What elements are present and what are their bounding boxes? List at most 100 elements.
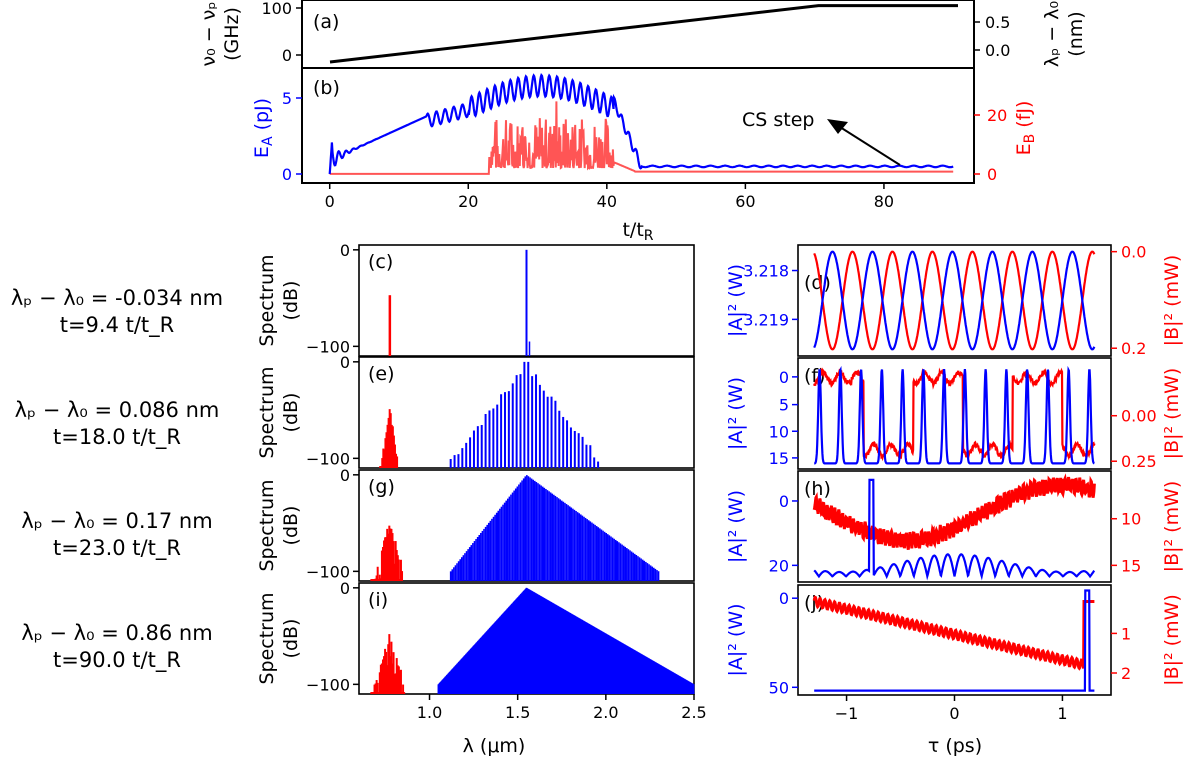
temporal-panel-label: (h)	[804, 478, 831, 500]
spectrum-ylabel-1: Spectrum	[256, 366, 278, 458]
b-series-EA	[328, 73, 954, 175]
cs-step-arrow	[839, 126, 901, 166]
spectrum-panel-1: (c) 0 −100 Spectrum (dB)	[256, 241, 695, 357]
temporal-series-B	[812, 595, 1095, 671]
row-label-4-line2: t=90.0 t/t_R	[53, 648, 181, 673]
row-labels: λₚ − λ₀ = -0.034 nm t=9.4 t/t_R λₚ − λ₀ …	[11, 286, 223, 673]
row-label-3-line2: t=23.0 t/t_R	[53, 536, 181, 561]
spectrum-panel-2: (e) 0 −100 Spectrum (dB)	[256, 353, 695, 469]
b-rlabel: EB (fJ)	[1013, 101, 1038, 156]
b-xtick-label: 80	[874, 192, 894, 211]
b-xtick-label: 60	[735, 192, 755, 211]
spectrum-ytick-label: 0	[340, 353, 350, 372]
b-rtick-20: 20	[987, 106, 1007, 125]
temporal-rlabel: |B|² (mW)	[1161, 594, 1183, 686]
temporal-rlabel: |B|² (mW)	[1161, 255, 1183, 347]
temporal-xtick-label: −1	[835, 704, 859, 723]
temporal-rtick-label: 1	[1121, 624, 1131, 643]
spectrum-panel-label: (c)	[368, 251, 393, 273]
b-ytick-0: 0	[282, 165, 292, 184]
spectrum-ylabel-1: Spectrum	[256, 254, 278, 346]
spectrum-xtick-label: 1.0	[417, 703, 442, 722]
temporal-rlabel: |B|² (mW)	[1161, 368, 1183, 460]
a-rlabel-2: (nm)	[1065, 11, 1087, 56]
temporal-rtick-label: 15	[1121, 556, 1141, 575]
spectrum-ytick-label: −100	[306, 449, 350, 468]
row-label-1-line2: t=9.4 t/t_R	[60, 313, 175, 338]
b-ytick-5: 5	[282, 89, 292, 108]
b-xlabel: t/tR	[622, 219, 653, 244]
temporal-ylabel: |A|² (W)	[725, 264, 747, 337]
temporal-ylabel: |A|² (W)	[725, 377, 747, 450]
b-xtick-label: 40	[597, 192, 617, 211]
temporal-ytick-label: 10	[769, 422, 789, 441]
temporal-series-A	[814, 365, 1095, 465]
spectrum-ytick-label: 0	[340, 241, 350, 260]
temporal-ytick-label: 3.218	[743, 262, 789, 281]
temporal-rlabel: |B|² (mW)	[1161, 481, 1183, 573]
row-label-4-line1: λₚ − λ₀ = 0.86 nm	[21, 621, 212, 645]
spectrum-ylabel-2: (dB)	[280, 393, 302, 433]
cs-step-arrowhead	[827, 119, 848, 134]
panel-a: (a) 100 0 0.5 0.0 ν₀ − νₚ (GHz) λₚ − λ₀ …	[198, 0, 1087, 69]
temporal-frame	[797, 357, 1112, 470]
spectra-xlabel: λ (μm)	[463, 735, 526, 757]
spectrum-xtick-label: 2.5	[681, 703, 706, 722]
b-rtick-0: 0	[987, 165, 997, 184]
a-ramp-line	[329, 4, 958, 64]
a-rtick-05: 0.5	[985, 13, 1010, 32]
temporal-series-B	[813, 367, 1096, 462]
spectrum-panel-label: (e)	[368, 363, 395, 385]
b-series-EB	[329, 101, 954, 175]
panel-a-label: (a)	[313, 11, 339, 33]
b-annotation: CS step	[742, 109, 814, 131]
a-rlabel-1: λₚ − λ₀	[1041, 1, 1063, 67]
spectrum-ytick-label: 0	[340, 579, 350, 598]
spectrum-ytick-label: −100	[306, 562, 350, 581]
temporal-rtick-label: 0.25	[1121, 452, 1157, 471]
temporal-ylabel: |A|² (W)	[725, 603, 747, 676]
a-ytick-0: 0	[282, 46, 292, 65]
spectrum-ytick-label: −100	[306, 337, 350, 356]
row-label-2-line1: λₚ − λ₀ = 0.086 nm	[15, 398, 220, 422]
spectrum-ylabel-2: (dB)	[280, 281, 302, 321]
spectrum-frame	[358, 356, 695, 469]
temporal-rtick-label: 0.00	[1121, 407, 1157, 426]
row-label-3-line1: λₚ − λ₀ = 0.17 nm	[21, 509, 212, 533]
b-ylabel: EA (pJ)	[251, 98, 276, 158]
a-ylabel-1: ν₀ − νₚ	[198, 2, 220, 67]
spectrum-ytick-label: −100	[306, 675, 350, 694]
temporal-frame	[797, 584, 1112, 696]
temporal-ytick-label: 15	[769, 449, 789, 468]
spectrum-panel-4: (i) 0 −100 Spectrum (dB) 1.0 1.5 2.0 2.5	[256, 579, 707, 722]
panel-b-label: (b)	[313, 77, 340, 99]
temporal-ytick-label: 0	[779, 492, 789, 511]
temporal-frame	[797, 470, 1112, 583]
temporal-xlabel: τ (ps)	[928, 735, 982, 757]
a-ytick-100: 100	[261, 0, 292, 18]
a-rtick-00: 0.0	[985, 41, 1010, 60]
spectrum-ytick-label: 0	[340, 466, 350, 485]
temporal-series-A	[813, 478, 1096, 581]
spectrum-panel-label: (i)	[368, 589, 388, 611]
temporal-series-B	[813, 250, 1096, 351]
spectrum-ylabel-2: (dB)	[280, 619, 302, 659]
spectrum-panel-3: (g) 0 −100 Spectrum (dB)	[256, 466, 695, 582]
temporal-frame	[797, 244, 1112, 357]
temporal-ytick-label: 3.219	[743, 310, 789, 329]
temporal-rtick-label: 10	[1121, 510, 1141, 529]
temporal-ytick-label: 20	[769, 556, 789, 575]
temporal-panel-3: (h) 0 20 10 15 |A|² (W) |B|² (mW)	[725, 470, 1183, 583]
temporal-ytick-label: 0	[779, 589, 789, 608]
spectrum-xtick-label: 1.5	[505, 703, 530, 722]
row-label-1-line1: λₚ − λ₀ = -0.034 nm	[11, 286, 223, 310]
temporal-ytick-label: 0	[779, 368, 789, 387]
spectrum-ylabel-2: (dB)	[280, 506, 302, 546]
temporal-rtick-label: 0.2	[1121, 339, 1146, 358]
temporal-rtick-label: 0.0	[1121, 243, 1146, 262]
